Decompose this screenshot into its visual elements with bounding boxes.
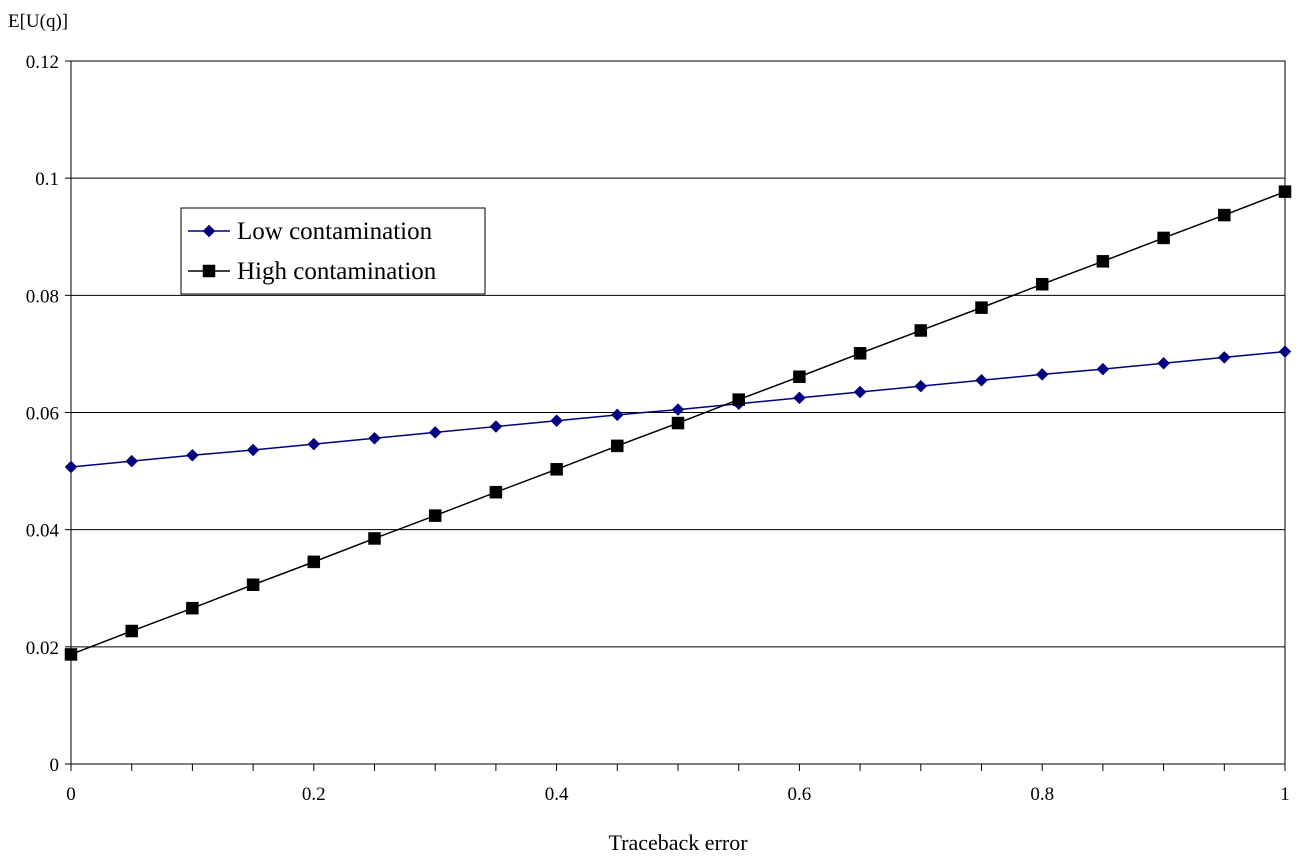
data-point [489, 420, 503, 433]
y-tick-label: 0.1 [35, 169, 59, 190]
data-point [428, 509, 442, 522]
y-tick-label: 0.02 [26, 638, 59, 659]
data-point [246, 578, 260, 591]
data-point [125, 624, 138, 638]
series-1 [64, 185, 1292, 661]
data-point [186, 448, 199, 462]
data-point [1035, 277, 1049, 291]
legend-label: High contamination [237, 258, 437, 285]
legend-item: Low contamination [188, 218, 433, 245]
y-tick-label: 0 [50, 755, 60, 776]
data-point [1157, 356, 1170, 370]
data-point [1278, 185, 1292, 198]
legend-label: Low contamination [237, 218, 433, 245]
x-tick-label: 1 [1280, 784, 1290, 805]
x-tick-label: 0 [66, 784, 76, 805]
data-point [1217, 351, 1231, 364]
data-point [671, 403, 685, 416]
y-tick-label: 0.06 [26, 404, 59, 425]
x-axis-label: Traceback error [608, 830, 748, 855]
series-0 [64, 345, 1292, 474]
data-point [64, 460, 78, 474]
data-point [125, 454, 139, 468]
legend-swatch-marker [202, 224, 216, 238]
data-point [975, 301, 988, 314]
data-point [489, 485, 503, 499]
data-point [1035, 368, 1049, 381]
data-point [368, 431, 381, 445]
data-point [611, 439, 624, 453]
data-point [793, 370, 806, 384]
data-point [550, 463, 563, 476]
x-axis: 0 0.2 0.4 0.6 0.8 1 [66, 764, 1290, 805]
legend-box [180, 207, 486, 295]
data-point [368, 532, 381, 545]
data-point [186, 601, 199, 615]
data-point [793, 391, 806, 405]
data-point [914, 324, 928, 337]
data-point [64, 648, 78, 661]
data-point [853, 347, 867, 360]
y-axis-label: E[U(q)] [8, 11, 68, 32]
series-layer [64, 185, 1292, 661]
data-point [1096, 255, 1110, 268]
data-point [1218, 208, 1231, 222]
x-tick-label: 0.2 [302, 784, 326, 805]
data-point [732, 393, 745, 406]
y-tick-label: 0.04 [26, 521, 60, 542]
data-point [1157, 231, 1170, 245]
legend-swatch-marker [202, 264, 216, 278]
data-point [428, 426, 442, 439]
x-tick-label: 0.4 [545, 784, 569, 805]
data-point [307, 437, 321, 451]
y-tick-label: 0.12 [26, 52, 59, 73]
x-tick-label: 0.6 [788, 784, 812, 805]
data-point [246, 443, 260, 457]
data-point [550, 414, 563, 428]
data-point [671, 416, 685, 430]
data-point [975, 373, 988, 387]
legend: Low contamination High contamination [180, 207, 486, 295]
legend-item: High contamination [188, 258, 437, 285]
data-point [914, 379, 928, 393]
data-point [1096, 362, 1110, 376]
data-point [307, 555, 321, 569]
x-tick-label: 0.8 [1030, 784, 1054, 805]
data-point [1278, 345, 1292, 358]
y-tick-label: 0.08 [26, 286, 59, 307]
y-axis: 0 0.02 0.04 0.06 0.08 0.1 0.12 [26, 52, 71, 776]
data-point [853, 385, 867, 399]
data-point [610, 408, 624, 422]
